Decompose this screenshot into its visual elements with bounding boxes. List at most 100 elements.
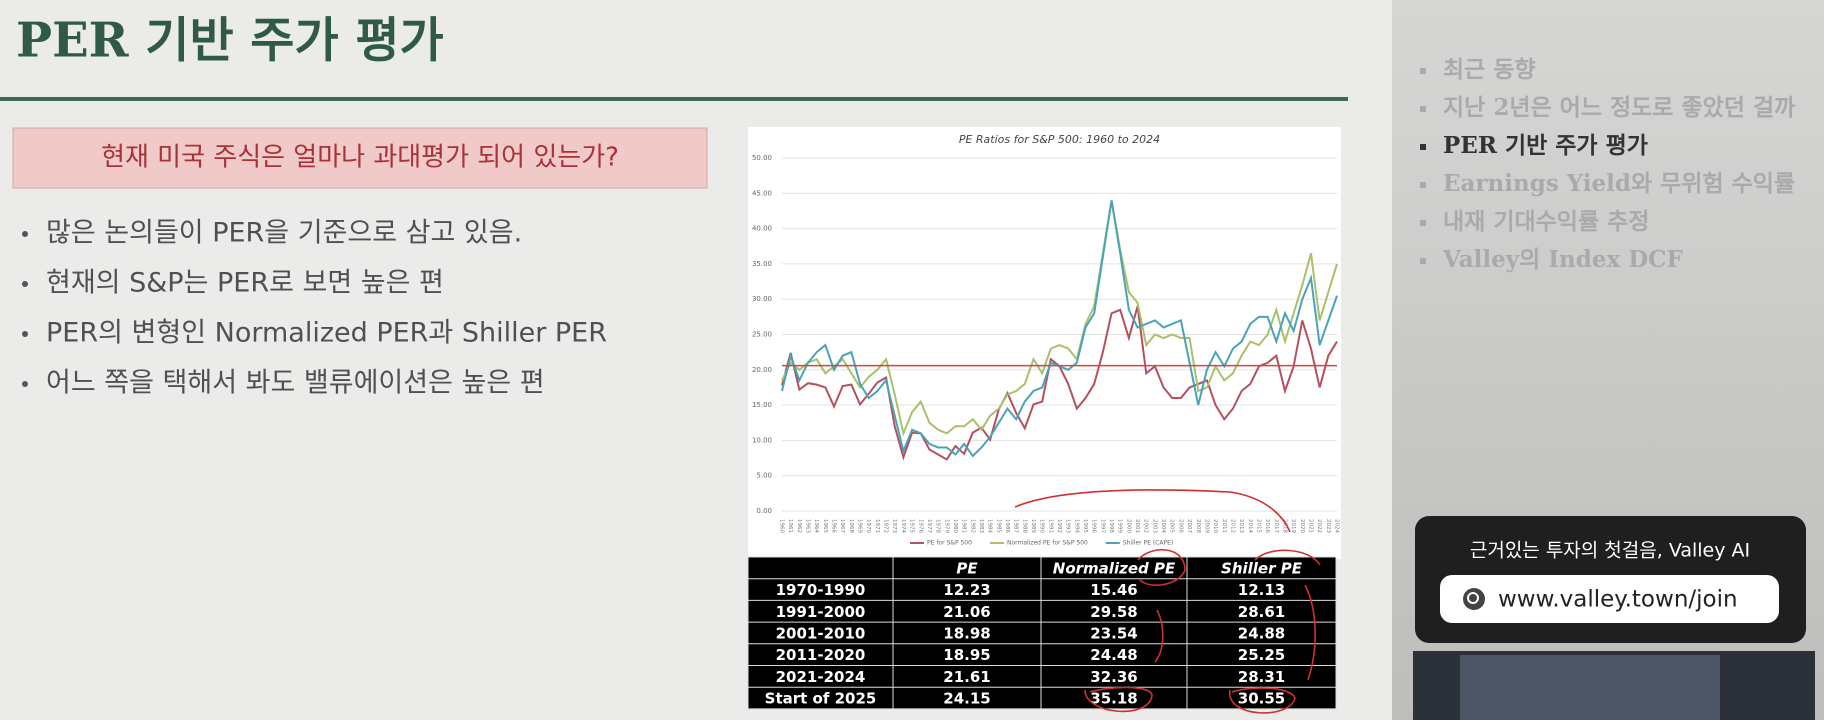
table-cell: 24.88 — [1238, 624, 1285, 642]
annotations — [1014, 489, 1321, 714]
bullet-text: 많은 논의들이 PER을 기준으로 삼고 있음. — [46, 218, 522, 249]
menu-item[interactable]: 최근 동향 — [1443, 56, 1536, 83]
ad-url[interactable]: www.valley.town/join — [1498, 587, 1738, 613]
table-cell: 12.23 — [943, 581, 990, 599]
y-tick-label: 45.00 — [752, 189, 772, 197]
bullet-dot — [22, 231, 28, 237]
row-label: 2001-2010 — [776, 624, 866, 642]
x-tick-label: 1997 — [1099, 519, 1105, 533]
y-tick-label: 35.00 — [752, 260, 772, 268]
annotation-stroke — [1229, 687, 1296, 714]
menu-item[interactable]: 지난 2년은 어느 정도로 좋았던 걸까 — [1443, 94, 1795, 121]
title-rule — [0, 97, 1348, 101]
column-header: PE — [956, 559, 978, 577]
x-tick-label: 2018 — [1281, 519, 1287, 533]
annotation-stroke — [1084, 686, 1153, 713]
x-tick-label: 2001 — [1134, 519, 1140, 533]
x-tick-label: 1961 — [787, 519, 793, 533]
menu-item[interactable]: Earnings Yield와 무위험 수익률 — [1443, 170, 1795, 197]
legend-label: Shiller PE (CAPE) — [1123, 540, 1173, 547]
ad-url-pill[interactable] — [1440, 575, 1779, 623]
x-tick-label: 1972 — [883, 519, 889, 533]
x-tick-label: 2017 — [1273, 519, 1279, 533]
x-tick-label: 2013 — [1238, 519, 1244, 533]
table-cell: 29.58 — [1090, 603, 1137, 621]
question-text: 현재 미국 주식은 얼마나 과대평가 되어 있는가? — [101, 143, 619, 173]
x-tick-label: 1986 — [1004, 519, 1010, 533]
question-box — [12, 127, 708, 189]
table-cell: 28.31 — [1238, 668, 1285, 686]
x-tick-label: 2011 — [1221, 519, 1227, 533]
x-tick-label: 1987 — [1013, 519, 1019, 533]
menu-bullet — [1420, 144, 1426, 150]
x-tick-label: 2005 — [1169, 519, 1175, 533]
annotation-stroke — [1137, 548, 1186, 586]
table-cell: 23.54 — [1090, 624, 1137, 642]
x-tick-label: 2019 — [1290, 519, 1296, 533]
menu-bullet — [1420, 182, 1426, 188]
x-tick-label: 2002 — [1143, 519, 1149, 533]
table-cell: 25.25 — [1238, 646, 1285, 664]
x-tick-label: 1978 — [935, 519, 941, 533]
row-label: Start of 2025 — [765, 690, 877, 708]
x-tick-label: 2016 — [1264, 519, 1270, 533]
y-tick-label: 15.00 — [752, 401, 772, 409]
bullet-dot — [22, 281, 28, 287]
x-tick-label: 2006 — [1177, 519, 1183, 533]
x-tick-label: 1993 — [1065, 519, 1071, 533]
annotation-stroke — [1254, 549, 1321, 566]
row-label: 2011-2020 — [776, 646, 866, 664]
row-label: 2021-2024 — [776, 668, 866, 686]
x-tick-label: 1962 — [796, 519, 802, 533]
x-tick-label: 2004 — [1160, 519, 1166, 533]
y-tick-label: 0.00 — [756, 507, 772, 515]
x-tick-label: 1965 — [822, 519, 828, 533]
x-tick-label: 2021 — [1307, 519, 1313, 533]
x-tick-label: 1960 — [779, 519, 785, 533]
legend-label: Normalized PE for S&P 500 — [1007, 540, 1088, 547]
x-tick-label: 1994 — [1073, 519, 1079, 533]
table-cell: 15.46 — [1090, 581, 1137, 599]
bullet-text: 어느 쪽을 택해서 봐도 밸류에이션은 높은 편 — [46, 368, 545, 399]
table-cell: 24.48 — [1090, 646, 1137, 664]
bullet-dot — [22, 331, 28, 337]
x-tick-label: 1970 — [865, 519, 871, 533]
menu-item[interactable]: 내재 기대수익률 추정 — [1443, 208, 1649, 235]
y-tick-label: 25.00 — [752, 331, 772, 339]
y-tick-label: 40.00 — [752, 225, 772, 233]
x-tick-label: 1989 — [1030, 519, 1036, 533]
table-cell: 18.95 — [943, 646, 990, 664]
table-cell: 18.98 — [943, 624, 990, 642]
search-icon-glass — [1467, 592, 1479, 604]
menu-bullet — [1420, 258, 1426, 264]
x-tick-label: 2015 — [1255, 519, 1261, 533]
x-tick-label: 1977 — [926, 519, 932, 533]
menu-item[interactable]: PER 기반 주가 평가 — [1443, 132, 1648, 159]
annotation-stroke — [1014, 489, 1291, 533]
x-tick-label: 1971 — [874, 519, 880, 533]
y-tick-label: 20.00 — [752, 366, 772, 374]
x-tick-label: 1988 — [1021, 519, 1027, 533]
menu-item[interactable]: Valley의 Index DCF — [1442, 246, 1683, 273]
menu-bullet — [1420, 106, 1426, 112]
bullet-list: 많은 논의들이 PER을 기준으로 삼고 있음. 현재의 S&P는 PER로 보면… — [22, 218, 607, 399]
x-tick-label: 2020 — [1299, 519, 1305, 533]
x-tick-label: 1969 — [857, 519, 863, 533]
x-tick-label: 1991 — [1047, 519, 1053, 533]
y-tick-label: 5.00 — [756, 472, 772, 480]
x-tick-label: 1975 — [909, 519, 915, 533]
x-tick-label: 1984 — [987, 519, 993, 533]
data-line — [781, 200, 1338, 437]
x-tick-label: 2000 — [1125, 519, 1131, 533]
x-tick-label: 2003 — [1151, 519, 1157, 533]
x-tick-label: 1967 — [839, 519, 845, 533]
table-cell: 21.61 — [943, 668, 990, 686]
x-tick-label: 1973 — [891, 519, 897, 533]
x-tick-label: 1995 — [1082, 519, 1088, 533]
x-tick-label: 1992 — [1056, 519, 1062, 533]
y-tick-label: 50.00 — [752, 154, 772, 162]
y-tick-label: 10.00 — [752, 436, 772, 444]
x-tick-label: 2022 — [1316, 519, 1322, 533]
